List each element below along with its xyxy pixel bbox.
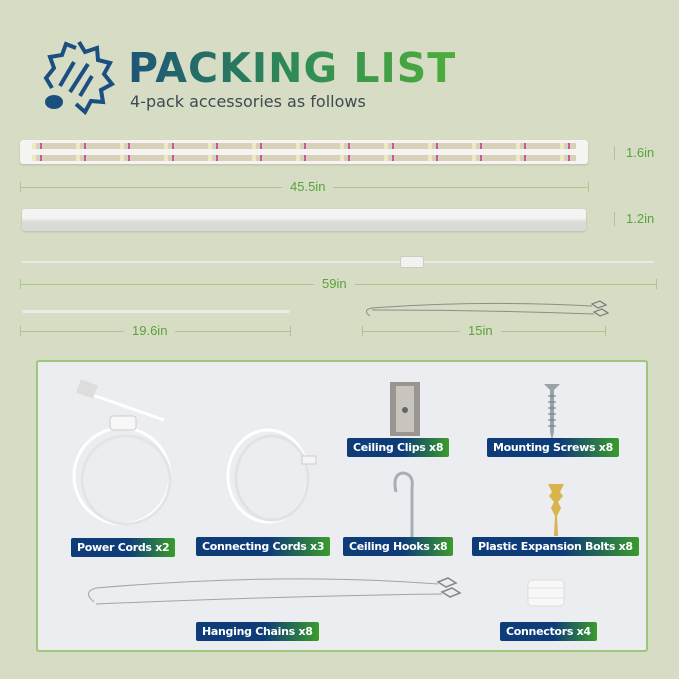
hanging-chain-dim-icon xyxy=(366,300,610,317)
power-cord-length: 59in xyxy=(314,276,355,291)
light-bar-front xyxy=(20,140,588,164)
label-ceiling-hooks: Ceiling Hooks x8 xyxy=(343,537,454,556)
page-title: PACKING LIST xyxy=(128,44,457,92)
label-power-cords: Power Cords x2 xyxy=(71,538,176,557)
label-connecting-cords: Connecting Cords x3 xyxy=(196,537,331,556)
light-bar-back xyxy=(22,209,586,231)
power-cord-line xyxy=(22,261,654,263)
switch-icon xyxy=(400,256,424,268)
chain-length: 15in xyxy=(460,323,501,338)
label-connectors: Connectors x4 xyxy=(500,622,597,641)
connector-icon xyxy=(527,579,565,607)
ceiling-clip-icon xyxy=(390,382,420,436)
connecting-cord-line xyxy=(22,310,290,313)
connecting-cord-icon xyxy=(226,428,317,524)
hanging-chain-icon xyxy=(88,577,462,605)
sun-bulb-icon xyxy=(43,40,116,116)
hook-icon xyxy=(393,471,414,544)
label-ceiling-clips: Ceiling Clips x8 xyxy=(347,438,450,457)
label-plastic-expansion-bolts: Plastic Expansion Bolts x8 xyxy=(472,537,639,556)
label-mounting-screws: Mounting Screws x8 xyxy=(487,438,619,457)
bar-height-2: 1.2in xyxy=(626,211,655,226)
bar-length: 45.5in xyxy=(282,179,334,194)
screw-icon xyxy=(544,384,560,440)
accessories-panel: Power Cords x2 Connecting Cords x3 Ceili… xyxy=(36,360,648,652)
power-cord-icon xyxy=(72,379,172,526)
bar-height-1: 1.6in xyxy=(626,145,655,160)
page-subtitle: 4-pack accessories as follows xyxy=(130,92,366,111)
label-hanging-chains: Hanging Chains x8 xyxy=(196,622,319,641)
anchor-bolt-icon xyxy=(548,484,564,536)
connecting-cord-length: 19.6in xyxy=(124,323,176,338)
